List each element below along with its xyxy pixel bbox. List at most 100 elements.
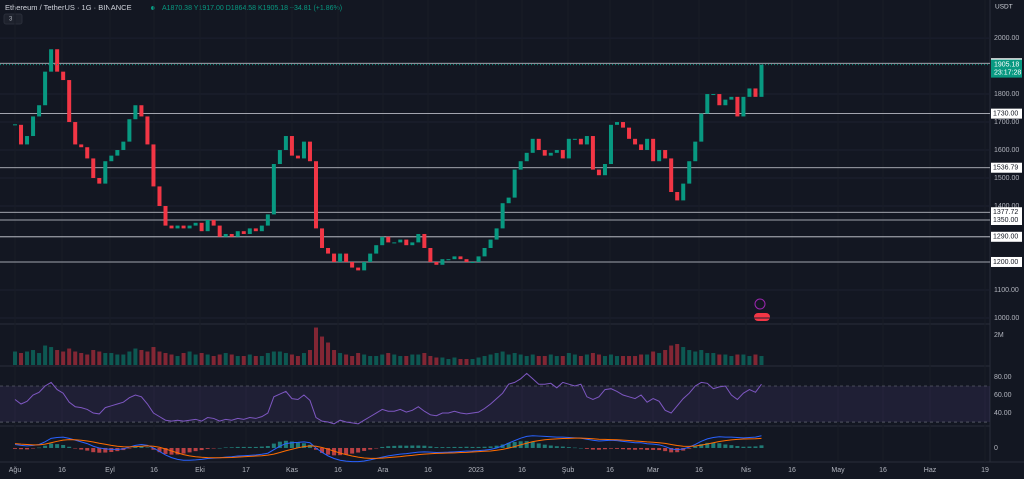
macd-histogram bbox=[241, 446, 246, 448]
candle bbox=[265, 214, 270, 226]
y-tick-label: 0 bbox=[994, 445, 998, 452]
volume-bar bbox=[307, 350, 312, 365]
macd-histogram bbox=[615, 447, 619, 449]
candle bbox=[115, 150, 120, 156]
macd-histogram bbox=[301, 443, 306, 448]
macd-histogram bbox=[645, 447, 650, 450]
macd-histogram bbox=[446, 447, 451, 448]
indicators-toggle[interactable] bbox=[3, 13, 23, 25]
x-tick-label: Mar bbox=[647, 467, 660, 474]
x-tick-label: 17 bbox=[242, 467, 250, 474]
volume-bar bbox=[512, 353, 517, 365]
volume-bar bbox=[741, 354, 746, 365]
macd-histogram bbox=[608, 447, 613, 449]
volume-bar bbox=[326, 342, 331, 365]
candle bbox=[67, 80, 72, 123]
y-tick-label: 1100.00 bbox=[994, 287, 1019, 294]
macd-histogram bbox=[693, 446, 698, 448]
volume-bar bbox=[368, 356, 373, 365]
last-price: 1905.18 bbox=[994, 61, 1019, 68]
x-tick-label: Eyl bbox=[105, 467, 115, 474]
macd-histogram bbox=[139, 446, 144, 448]
macd-histogram bbox=[187, 447, 192, 453]
macd-histogram bbox=[73, 447, 78, 449]
macd-histogram bbox=[181, 447, 186, 454]
volume-bar bbox=[723, 354, 728, 365]
volume-bar bbox=[31, 350, 36, 365]
macd-histogram bbox=[217, 447, 222, 449]
event-icon[interactable] bbox=[754, 298, 766, 310]
macd-histogram bbox=[374, 447, 379, 449]
y-tick-label: 1700.00 bbox=[994, 119, 1019, 126]
candle bbox=[458, 256, 463, 260]
candle bbox=[247, 228, 252, 234]
volume-bar bbox=[759, 356, 764, 365]
macd-histogram bbox=[356, 447, 361, 453]
volume-bar bbox=[681, 347, 686, 365]
volume-bar bbox=[289, 354, 294, 365]
x-tick-label: 16 bbox=[606, 467, 614, 474]
volume-bar bbox=[627, 356, 632, 365]
currency[interactable]: USDT bbox=[995, 4, 1013, 11]
candle bbox=[235, 231, 240, 237]
candle bbox=[608, 124, 613, 165]
candle bbox=[19, 124, 24, 145]
candle bbox=[512, 169, 517, 198]
volume-bar bbox=[187, 351, 192, 365]
volume-bar bbox=[380, 354, 385, 365]
candle bbox=[85, 147, 90, 159]
macd-histogram bbox=[307, 444, 312, 448]
macd-histogram bbox=[663, 447, 668, 452]
indicators-count[interactable]: 3 bbox=[9, 17, 13, 23]
rsi-line bbox=[14, 372, 762, 425]
volume-bar bbox=[548, 354, 553, 365]
event-icon[interactable] bbox=[754, 313, 770, 321]
candle bbox=[13, 124, 17, 126]
candle bbox=[163, 206, 168, 226]
volume-bar bbox=[621, 356, 626, 365]
macd-histogram bbox=[109, 447, 114, 453]
candle bbox=[410, 242, 415, 246]
level-label-box bbox=[991, 108, 1022, 119]
volume-bar bbox=[121, 354, 126, 365]
volume-bar bbox=[25, 351, 30, 365]
candle bbox=[578, 138, 583, 145]
candle bbox=[476, 256, 481, 262]
volume-bar bbox=[735, 354, 740, 365]
candle bbox=[675, 192, 680, 201]
macd-histogram bbox=[542, 444, 547, 448]
candle bbox=[416, 233, 421, 243]
candle bbox=[687, 161, 692, 184]
candle bbox=[663, 150, 668, 159]
symbol[interactable]: Ethereum / TetherUS · 1G · BINANCE bbox=[5, 3, 132, 12]
macd-histogram bbox=[416, 445, 421, 448]
candle bbox=[548, 152, 553, 156]
volume-bar bbox=[687, 350, 692, 365]
volume-bar bbox=[91, 350, 96, 365]
macd-histogram bbox=[314, 447, 318, 450]
volume-bar bbox=[211, 356, 216, 365]
macd-histogram bbox=[705, 442, 710, 448]
candle bbox=[560, 150, 565, 159]
macd-histogram bbox=[729, 445, 734, 448]
macd-histogram bbox=[380, 446, 385, 448]
candle bbox=[362, 261, 367, 271]
volume-bar bbox=[320, 336, 325, 365]
macd-histogram bbox=[229, 447, 234, 448]
volume-bar bbox=[205, 354, 210, 365]
candle bbox=[452, 256, 457, 260]
level-label: 1730.00 bbox=[993, 110, 1018, 117]
level-label: 1200.00 bbox=[993, 259, 1018, 266]
candle bbox=[488, 239, 493, 248]
macd-histogram bbox=[193, 447, 198, 452]
volume-bar bbox=[43, 345, 48, 365]
y-tick-label: 2M bbox=[994, 332, 1004, 339]
candle bbox=[566, 138, 571, 159]
x-tick-label: Şub bbox=[562, 467, 575, 474]
volume-bar bbox=[596, 354, 601, 365]
macd-histogram bbox=[458, 446, 463, 448]
candle bbox=[97, 178, 102, 184]
